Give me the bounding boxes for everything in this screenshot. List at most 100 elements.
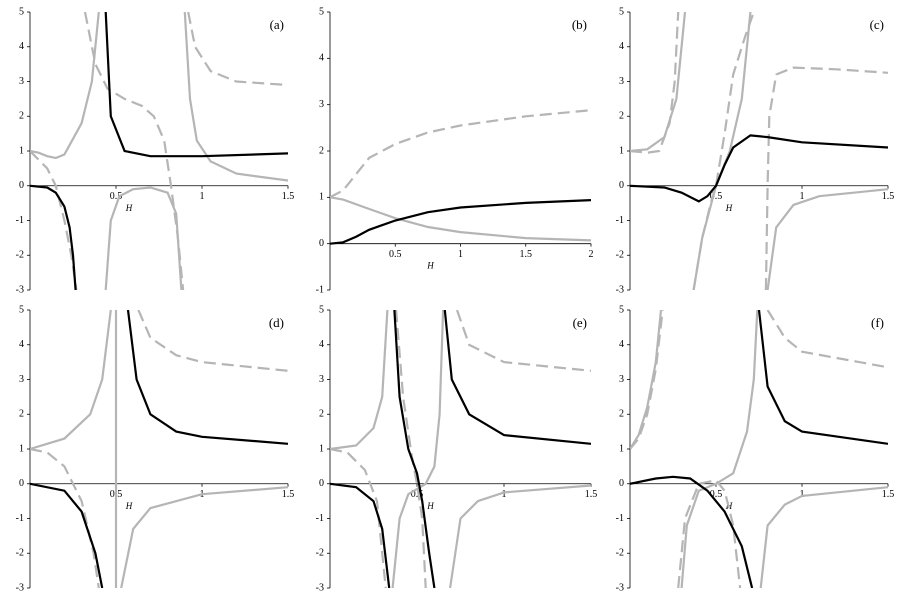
y-tick-label: 1 xyxy=(619,443,624,454)
curve xyxy=(330,310,591,588)
y-tick-label: 3 xyxy=(619,76,624,87)
y-tick-label: -1 xyxy=(316,513,324,524)
curve xyxy=(30,310,288,588)
panel: -3 -2 -1 0 1 2 3 4 5 0.5 1 1.5 H (a) xyxy=(16,6,295,295)
x-axis-label: H xyxy=(125,501,133,511)
y-tick-label: 1 xyxy=(319,443,324,454)
y-tick-label: -3 xyxy=(616,284,624,295)
panel: -3 -2 -1 0 1 2 3 4 5 0.5 1 1.5 H (e) xyxy=(316,304,598,593)
y-tick-label: 2 xyxy=(319,145,324,156)
curve xyxy=(330,310,591,588)
x-tick-label: 1.5 xyxy=(282,191,295,202)
y-tick-label: -3 xyxy=(616,582,624,593)
curve xyxy=(30,12,288,290)
y-tick-label: 3 xyxy=(19,374,24,385)
panel-label: (f) xyxy=(871,315,884,330)
y-tick-label: 5 xyxy=(319,304,324,315)
x-axis-label: H xyxy=(725,203,733,213)
y-tick-label: -2 xyxy=(16,250,24,261)
y-tick-label: -1 xyxy=(616,513,624,524)
x-tick-label: 1 xyxy=(200,191,205,202)
panel-label: (b) xyxy=(572,17,587,32)
y-tick-label: 2 xyxy=(619,111,624,122)
x-tick-label: 1 xyxy=(458,249,463,260)
x-axis-label: H xyxy=(426,261,434,271)
curve xyxy=(30,310,288,588)
y-tick-label: 4 xyxy=(319,53,324,64)
y-tick-label: -1 xyxy=(316,284,324,295)
y-tick-label: -3 xyxy=(316,582,324,593)
y-tick-label: 2 xyxy=(619,409,624,420)
x-tick-label: 1.5 xyxy=(520,249,533,260)
curve xyxy=(30,12,288,290)
x-tick-label: 1 xyxy=(502,489,507,500)
x-tick-label: 0.5 xyxy=(389,249,402,260)
panel-label: (c) xyxy=(870,17,884,32)
x-tick-label: 0.5 xyxy=(110,191,123,202)
y-tick-label: 0 xyxy=(319,478,324,489)
y-tick-label: 4 xyxy=(319,339,324,350)
x-axis-label: H xyxy=(125,203,133,213)
y-tick-label: 1 xyxy=(319,192,324,203)
y-tick-label: -2 xyxy=(16,548,24,559)
y-tick-label: 5 xyxy=(619,6,624,17)
y-tick-label: 4 xyxy=(19,339,24,350)
y-tick-label: 3 xyxy=(619,374,624,385)
y-tick-label: 5 xyxy=(19,6,24,17)
curve xyxy=(330,196,591,242)
y-tick-label: 1 xyxy=(19,145,24,156)
x-tick-label: 1.5 xyxy=(282,489,295,500)
y-tick-label: 2 xyxy=(19,409,24,420)
x-tick-label: 1 xyxy=(800,489,805,500)
y-tick-label: -3 xyxy=(16,582,24,593)
curve xyxy=(630,310,888,588)
y-tick-label: -2 xyxy=(616,548,624,559)
curve xyxy=(330,109,591,199)
curve xyxy=(330,199,591,245)
y-tick-label: 0 xyxy=(19,180,24,191)
x-tick-label: 1.5 xyxy=(882,489,895,500)
curve xyxy=(630,310,888,588)
curve xyxy=(30,12,288,290)
y-tick-label: 0 xyxy=(319,238,324,249)
y-tick-label: 4 xyxy=(19,41,24,52)
y-tick-label: 1 xyxy=(19,443,24,454)
y-tick-label: 3 xyxy=(319,99,324,110)
y-tick-label: 5 xyxy=(619,304,624,315)
curve xyxy=(30,310,288,588)
x-axis-label: H xyxy=(426,501,434,511)
curve xyxy=(330,310,591,588)
y-tick-label: -3 xyxy=(16,284,24,295)
y-tick-label: 0 xyxy=(19,478,24,489)
y-tick-label: -1 xyxy=(16,215,24,226)
curve xyxy=(630,134,888,203)
curve xyxy=(630,12,888,290)
curve xyxy=(630,310,888,588)
y-tick-label: -1 xyxy=(616,215,624,226)
x-tick-label: 2 xyxy=(589,249,594,260)
x-tick-label: 0.5 xyxy=(411,489,424,500)
y-tick-label: 3 xyxy=(319,374,324,385)
y-tick-label: 5 xyxy=(319,6,324,17)
y-tick-label: 1 xyxy=(619,145,624,156)
panel-label: (d) xyxy=(269,315,284,330)
y-tick-label: 2 xyxy=(19,111,24,122)
curve xyxy=(630,12,888,290)
panel-label: (a) xyxy=(270,17,284,32)
y-tick-label: 2 xyxy=(319,409,324,420)
y-tick-label: 5 xyxy=(19,304,24,315)
y-tick-label: 4 xyxy=(619,41,624,52)
y-tick-label: 3 xyxy=(19,76,24,87)
y-tick-label: -2 xyxy=(616,250,624,261)
y-tick-label: 0 xyxy=(619,478,624,489)
x-tick-label: 1 xyxy=(800,191,805,202)
panel: -3 -2 -1 0 1 2 3 4 5 0.5 1 1.5 H (c) xyxy=(616,6,895,295)
y-tick-label: -1 xyxy=(16,513,24,524)
x-tick-label: 1.5 xyxy=(882,191,895,202)
x-tick-label: 0.5 xyxy=(710,489,723,500)
y-tick-label: -2 xyxy=(316,548,324,559)
y-tick-label: 4 xyxy=(619,339,624,350)
